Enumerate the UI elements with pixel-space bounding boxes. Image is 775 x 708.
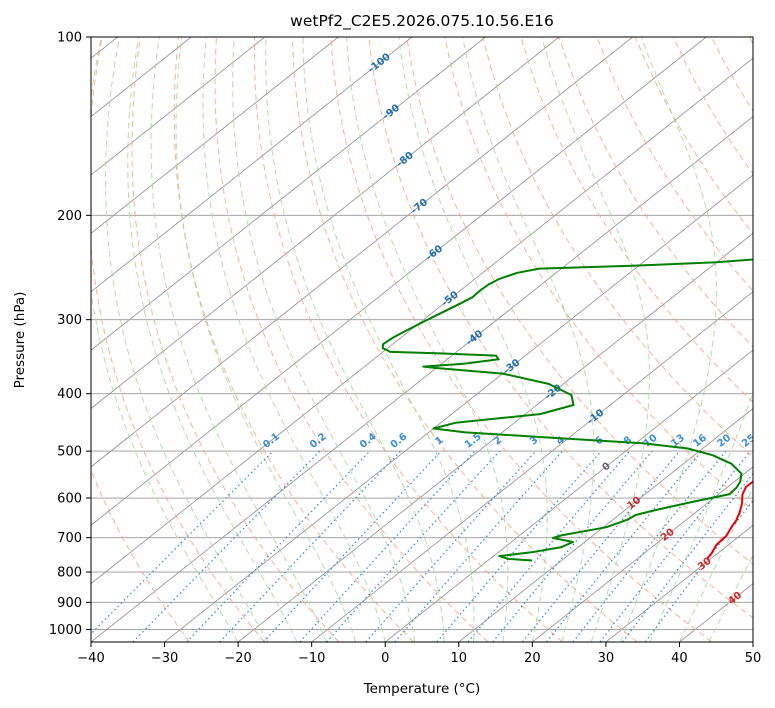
isotherm-line bbox=[91, 37, 339, 234]
x-tick-label: 20 bbox=[524, 651, 541, 666]
moist-adiabat bbox=[175, 37, 357, 642]
isotherm-line bbox=[91, 116, 753, 642]
mixing-ratio-line bbox=[365, 450, 537, 642]
dry-adiabat bbox=[406, 37, 753, 565]
isotherm-line bbox=[237, 232, 753, 642]
isotherm-line bbox=[91, 37, 486, 351]
dewpoint-profile bbox=[381, 258, 753, 562]
mixing-ratio-line bbox=[326, 450, 501, 642]
moist-adiabat bbox=[541, 37, 650, 642]
moist-adiabat bbox=[620, 37, 717, 642]
x-tick-label: −10 bbox=[298, 651, 325, 666]
x-tick-label: −40 bbox=[77, 651, 104, 666]
y-tick-label: 900 bbox=[57, 596, 82, 611]
dry-adiabat bbox=[482, 37, 753, 458]
y-tick-label: 800 bbox=[57, 566, 82, 581]
dry-adiabat bbox=[558, 37, 753, 348]
moist-adiabat bbox=[398, 37, 548, 642]
dry-adiabat bbox=[173, 37, 414, 642]
y-tick-label: 500 bbox=[57, 445, 82, 460]
y-tick-label: 600 bbox=[57, 492, 82, 507]
mixing-ratio-line bbox=[186, 450, 371, 642]
y-tick-label: 100 bbox=[57, 31, 82, 46]
y-tick-label: 400 bbox=[57, 387, 82, 402]
mixing-ratio-line bbox=[91, 450, 274, 635]
isotherm-line bbox=[91, 37, 560, 410]
y-axis: 100 200 300 400 500 600 700 800 900 1000 bbox=[49, 31, 91, 638]
mixing-ratio-line bbox=[436, 450, 602, 642]
isotherm-line bbox=[458, 407, 753, 642]
dry-adiabat bbox=[368, 37, 753, 619]
x-tick-label: −30 bbox=[151, 651, 178, 666]
plot-frame bbox=[90, 36, 754, 643]
x-tick-label: −20 bbox=[224, 651, 251, 666]
x-axis: −40 −30 −20 −10 0 10 20 30 40 50 bbox=[77, 642, 761, 666]
dry-adiabat bbox=[292, 37, 638, 642]
dry-adiabat bbox=[91, 469, 191, 642]
x-tick-label: 50 bbox=[745, 651, 762, 666]
dry-adiabat bbox=[131, 37, 340, 642]
moist-adiabat bbox=[346, 37, 509, 642]
moist-adiabat bbox=[649, 391, 753, 642]
mixing-ratio-line bbox=[394, 450, 563, 642]
isotherm-line bbox=[91, 37, 633, 468]
mixing-ratio-line bbox=[219, 450, 402, 642]
y-tick-label: 300 bbox=[57, 313, 82, 328]
y-tick-label: 1000 bbox=[49, 623, 82, 638]
moist-adiabat bbox=[302, 37, 475, 642]
isotherm-line bbox=[91, 37, 413, 293]
dry-adiabat bbox=[444, 37, 753, 512]
dry-adiabat bbox=[520, 37, 753, 403]
mixing-ratio-line bbox=[132, 450, 321, 642]
dry-adiabat bbox=[253, 37, 563, 642]
temperature-profile bbox=[706, 480, 753, 560]
isotherm-line bbox=[91, 57, 753, 585]
dry-adiabat bbox=[91, 37, 265, 642]
x-axis-label: Temperature (°C) bbox=[363, 681, 481, 697]
moist-adiabat bbox=[232, 37, 416, 642]
dry-adiabat bbox=[214, 37, 489, 642]
moist-adiabat bbox=[202, 37, 386, 642]
moist-adiabat bbox=[462, 37, 595, 642]
y-tick-label: 200 bbox=[57, 209, 82, 224]
x-tick-label: 0 bbox=[381, 651, 389, 666]
y-axis-label: Pressure (hPa) bbox=[12, 292, 28, 389]
y-tick-label: 700 bbox=[57, 531, 82, 546]
moist-adiabat bbox=[105, 37, 268, 642]
moist-adiabat bbox=[265, 37, 445, 642]
isotherm-line bbox=[91, 37, 707, 526]
isotherm-line bbox=[164, 174, 753, 642]
mixing-ratio-line bbox=[263, 450, 442, 642]
isotherm-line bbox=[605, 524, 753, 642]
isotherm-line bbox=[311, 291, 753, 642]
x-tick-label: 10 bbox=[451, 651, 468, 666]
mixing-ratio-line bbox=[299, 450, 476, 642]
moist-adiabat bbox=[150, 37, 327, 642]
isotherm-line bbox=[91, 37, 266, 176]
chart-title: wetPf2_C2E5.2026.075.10.56.E16 bbox=[290, 12, 554, 31]
plot-area: 0.10.20.40.611.52346810131620253036-100-… bbox=[91, 37, 753, 642]
mixing-ratio-line bbox=[546, 450, 703, 642]
x-tick-label: 40 bbox=[671, 651, 688, 666]
mixing-ratio-line bbox=[572, 450, 727, 642]
isotherm-line bbox=[384, 349, 753, 642]
dry-adiabat bbox=[330, 37, 713, 642]
isotherm-line bbox=[532, 466, 753, 642]
x-tick-label: 30 bbox=[598, 651, 615, 666]
dry-adiabat bbox=[596, 37, 753, 292]
